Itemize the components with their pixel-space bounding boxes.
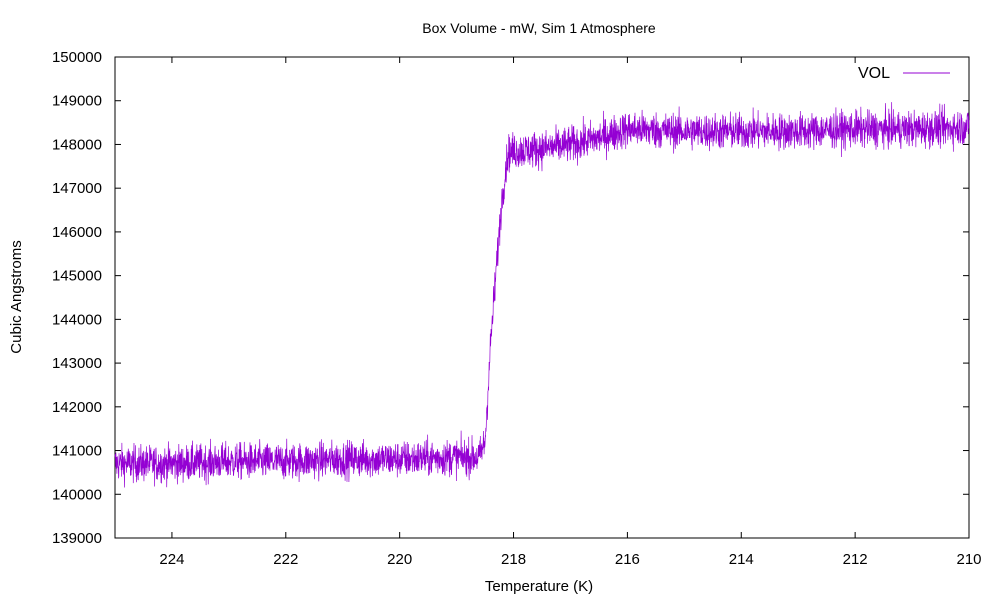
x-tick-label: 218 (501, 551, 526, 568)
chart-title: Box Volume - mW, Sim 1 Atmosphere (422, 20, 656, 36)
y-tick-label: 142000 (52, 399, 102, 416)
x-tick-label: 214 (729, 551, 754, 568)
y-tick-label: 148000 (52, 136, 102, 153)
y-axis-label: Cubic Angstroms (8, 240, 25, 353)
x-tick-label: 212 (843, 551, 868, 568)
x-tick-label: 210 (956, 551, 981, 568)
x-tick-label: 224 (159, 551, 184, 568)
plot-area (114, 56, 970, 539)
x-tick-label: 216 (615, 551, 640, 568)
x-axis-label: Temperature (K) (485, 578, 593, 595)
y-tick-label: 147000 (52, 180, 102, 197)
series-line-vol (114, 102, 970, 488)
y-tick-label: 149000 (52, 93, 102, 110)
legend: VOL (858, 65, 950, 82)
y-tick-label: 150000 (52, 49, 102, 66)
y-tick-label: 141000 (52, 443, 102, 460)
y-tick-label: 144000 (52, 311, 102, 328)
y-tick-label: 143000 (52, 355, 102, 372)
y-tick-label: 145000 (52, 268, 102, 285)
legend-label-vol: VOL (858, 65, 890, 82)
y-tick-label: 146000 (52, 224, 102, 241)
series-group (114, 102, 970, 488)
y-tick-label: 140000 (52, 486, 102, 503)
x-tick-label: 220 (387, 551, 412, 568)
y-tick-label: 139000 (52, 530, 102, 547)
plot-frame (114, 56, 970, 539)
tick-marks: 139000 140000 141000 142000 143000 144000 1450… (52, 49, 982, 568)
x-tick-label: 222 (273, 551, 298, 568)
